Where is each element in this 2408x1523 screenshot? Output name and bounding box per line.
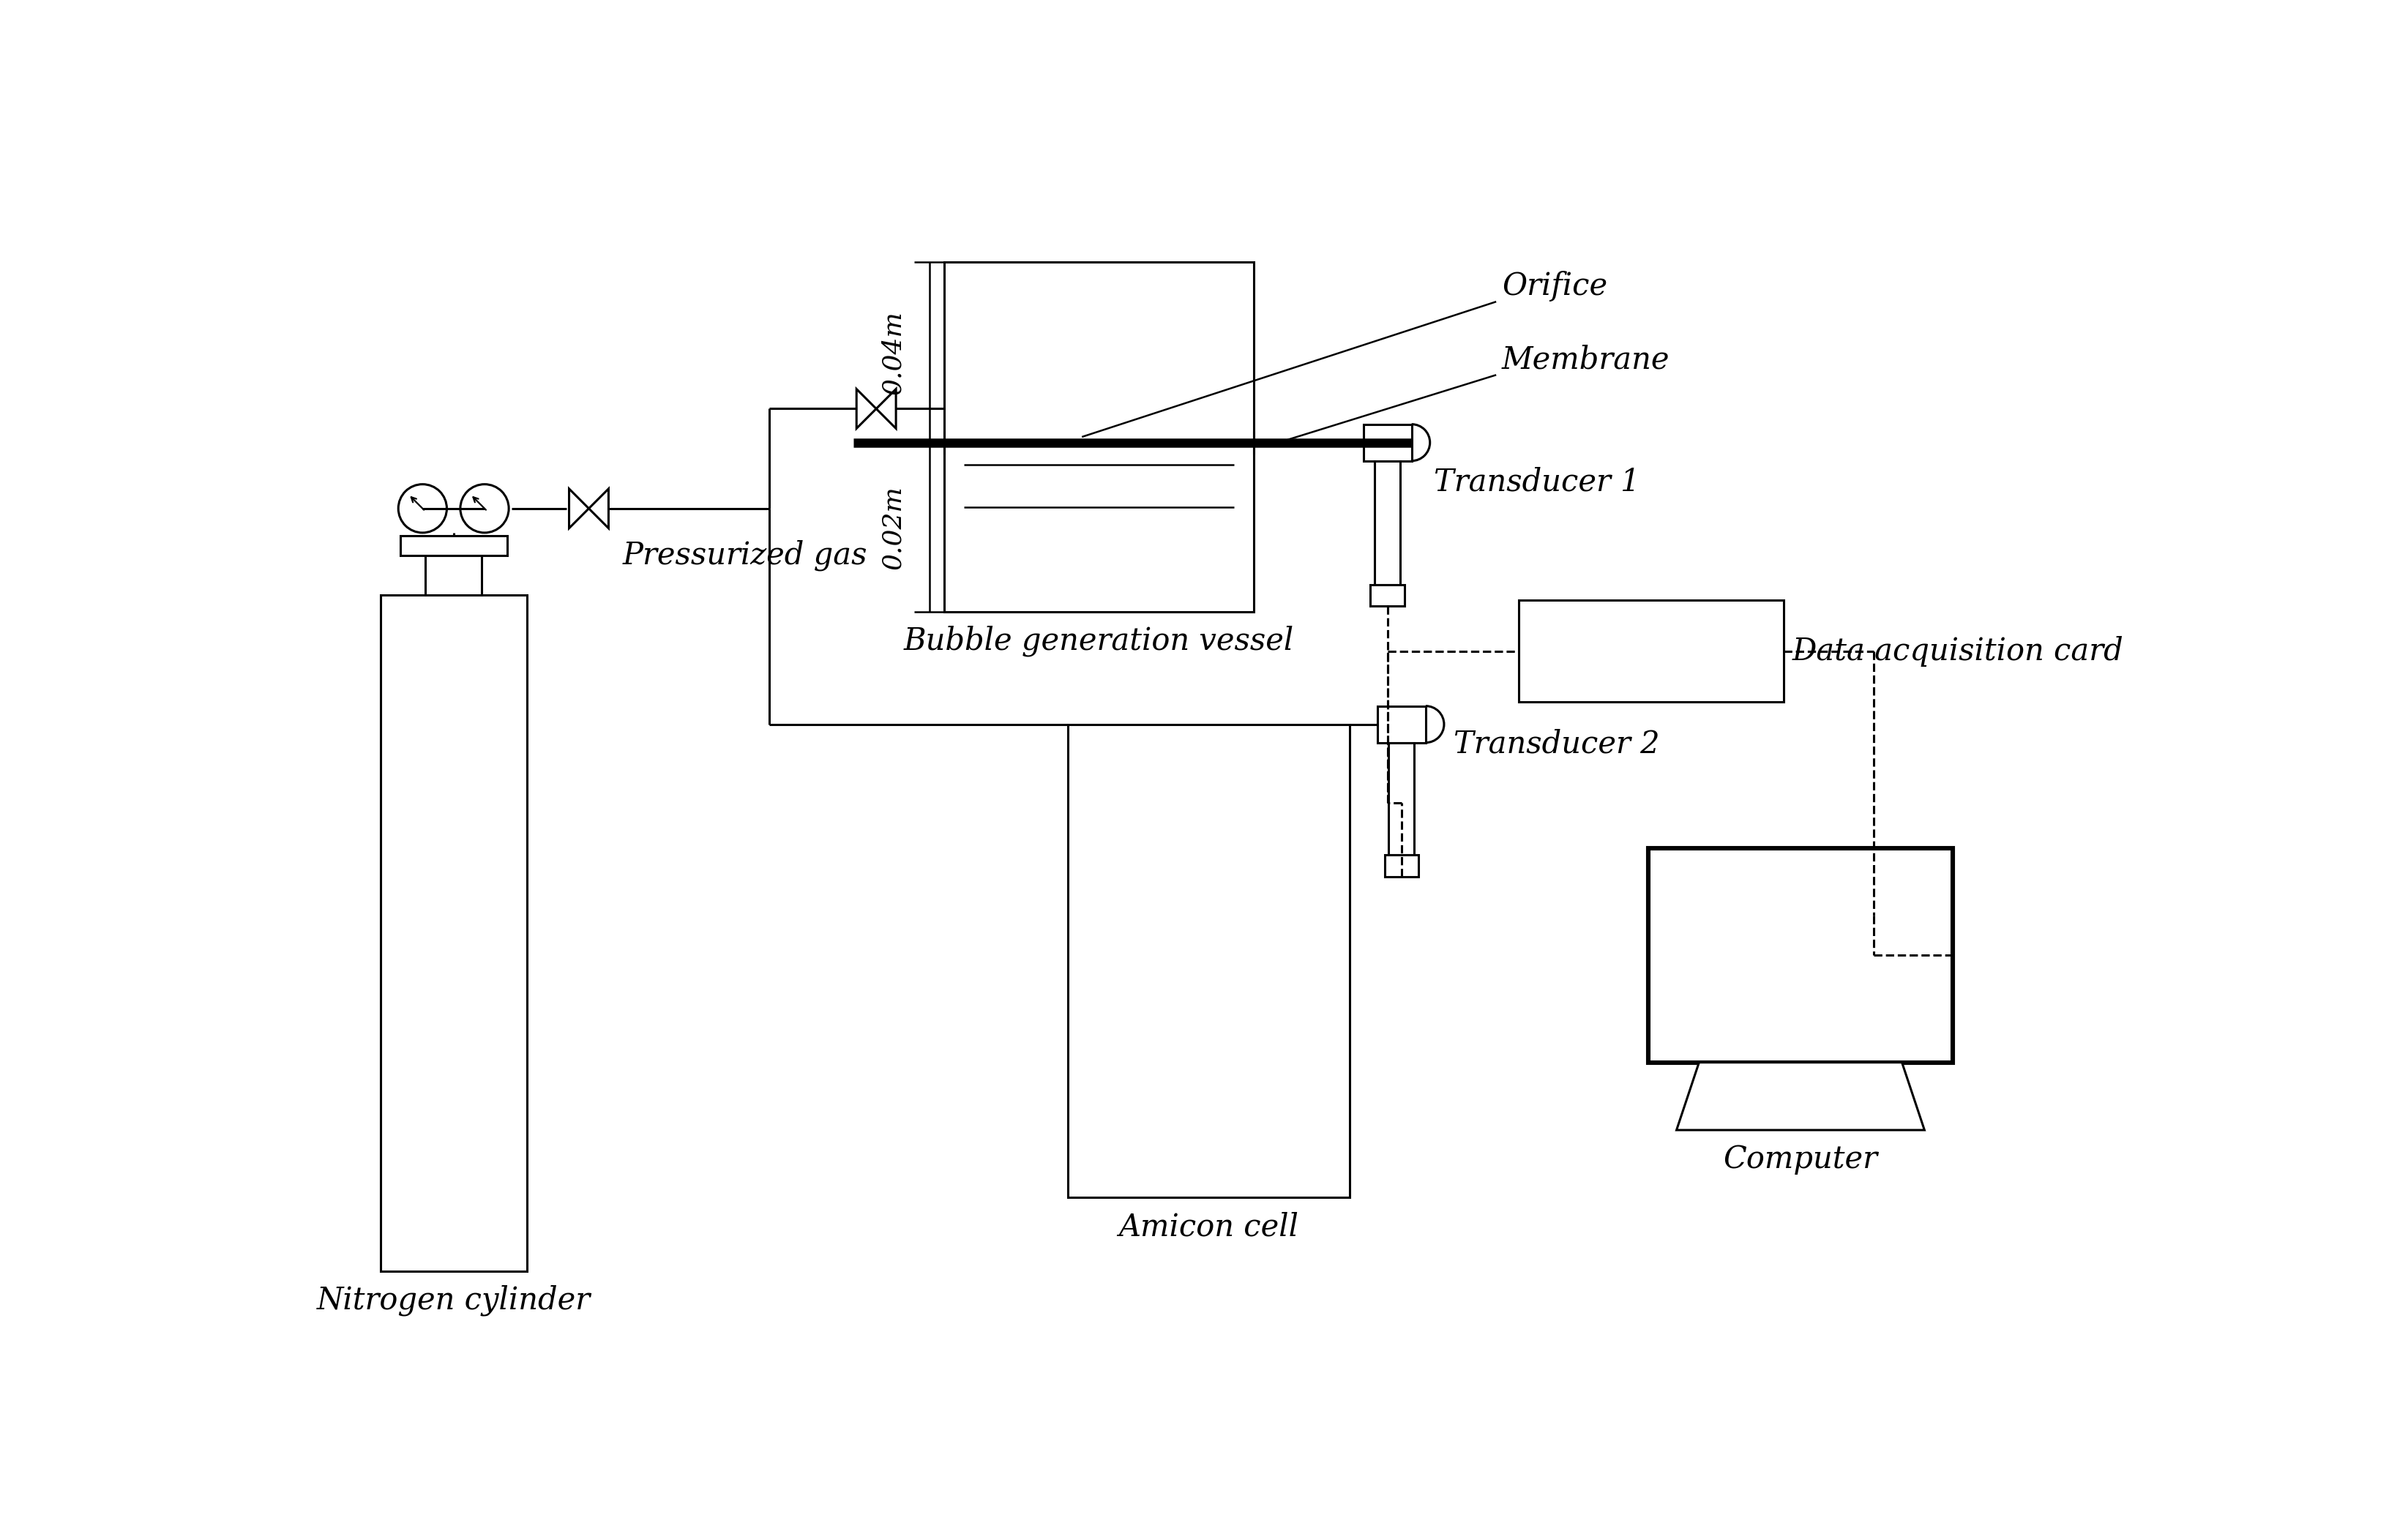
Bar [1649,848,1953,1063]
Text: Nitrogen cylinder: Nitrogen cylinder [315,1285,590,1316]
Bar [1377,707,1426,743]
Bar [944,262,1255,612]
Text: Orifice: Orifice [1503,271,1606,302]
Bar [1375,461,1399,585]
Bar [426,556,482,594]
Text: Pressurized gas: Pressurized gas [624,539,867,571]
Text: Data acquisition card: Data acquisition card [1792,635,2124,667]
Polygon shape [1676,1063,1924,1130]
Bar [1389,743,1413,854]
Circle shape [397,484,448,533]
Bar [1363,425,1411,461]
Text: 0.04m: 0.04m [881,311,905,394]
Bar [380,594,527,1270]
Text: Bubble generation vessel: Bubble generation vessel [903,626,1293,656]
Text: Computer: Computer [1724,1144,1878,1174]
Text: Transducer 1: Transducer 1 [1435,466,1640,498]
Text: Transducer 2: Transducer 2 [1454,728,1659,760]
Text: Amicon cell: Amicon cell [1120,1212,1298,1243]
Text: Membrane: Membrane [1503,344,1669,375]
Circle shape [460,484,508,533]
Bar [1519,600,1784,702]
Bar [400,536,508,556]
Bar [1370,585,1404,606]
Text: 0.02m: 0.02m [881,486,905,570]
Bar [1385,854,1418,876]
Bar [1067,725,1348,1197]
